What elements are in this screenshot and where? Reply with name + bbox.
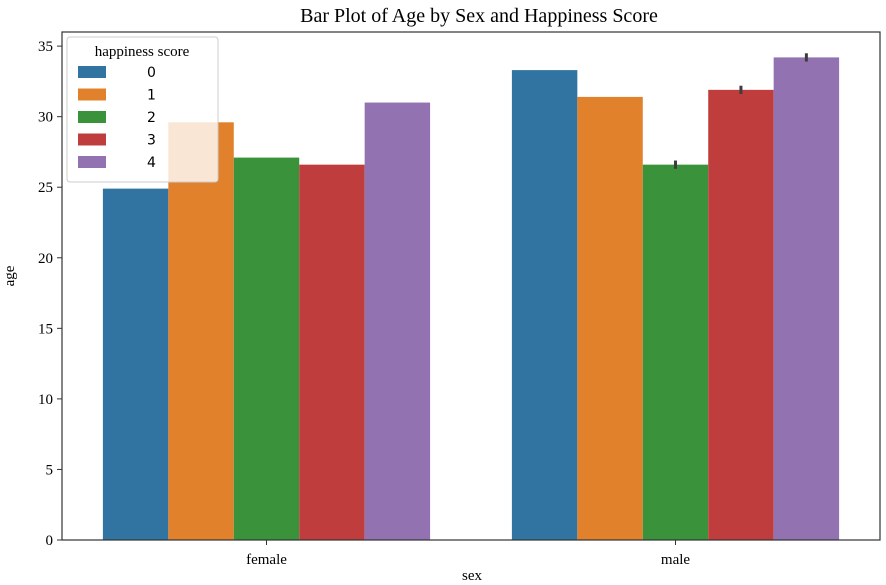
- y-tick-label: 5: [46, 462, 54, 478]
- bar-male-score-3: [708, 89, 774, 540]
- legend-label-0: 0: [147, 65, 156, 81]
- legend-label-4: 4: [147, 155, 156, 171]
- x-axis: female male: [246, 540, 690, 568]
- legend-swatch-1: [78, 88, 106, 101]
- legend-title: happiness score: [95, 44, 190, 60]
- y-tick-label: 20: [38, 251, 53, 267]
- y-axis: 0 5 10 15 20 25 30 35: [38, 39, 62, 549]
- chart-title: Bar Plot of Age by Sex and Happiness Sco…: [300, 5, 658, 27]
- y-tick-label: 0: [46, 533, 54, 549]
- legend-items: 0 1 2 3 4: [78, 65, 156, 171]
- bar-male-score-4: [773, 57, 840, 541]
- y-axis-label: age: [2, 265, 18, 286]
- y-tick-label: 35: [38, 39, 53, 55]
- legend-label-1: 1: [147, 88, 156, 104]
- bar-female-score-1: [168, 122, 234, 541]
- bar-female-score-4: [364, 102, 431, 541]
- legend-label-2: 2: [147, 110, 156, 126]
- bar-male-score-0: [511, 70, 578, 540]
- bar-male-score-1: [577, 96, 643, 541]
- bar-female-score-0: [102, 188, 169, 540]
- y-tick-label: 25: [38, 180, 53, 196]
- bar-male-score-2: [642, 164, 709, 540]
- legend-swatch-0: [78, 66, 106, 78]
- y-tick-label: 30: [38, 110, 53, 126]
- legend-swatch-4: [78, 156, 106, 168]
- legend: happiness score 0 1 2 3 4: [66, 36, 219, 183]
- bar-female-score-3: [299, 164, 365, 540]
- plot-frame: [61, 31, 881, 541]
- x-tick-label-female: female: [246, 552, 287, 568]
- bar-female-score-2: [233, 157, 300, 541]
- error-bars-group: [674, 53, 808, 169]
- legend-swatch-2: [78, 111, 106, 123]
- legend-label-3: 3: [147, 133, 156, 149]
- bars-group: [102, 57, 840, 541]
- x-tick-label-male: male: [661, 552, 690, 568]
- legend-swatch-3: [78, 133, 106, 146]
- x-axis-label: sex: [462, 568, 482, 584]
- y-tick-label: 10: [38, 392, 53, 408]
- y-tick-label: 15: [38, 321, 53, 337]
